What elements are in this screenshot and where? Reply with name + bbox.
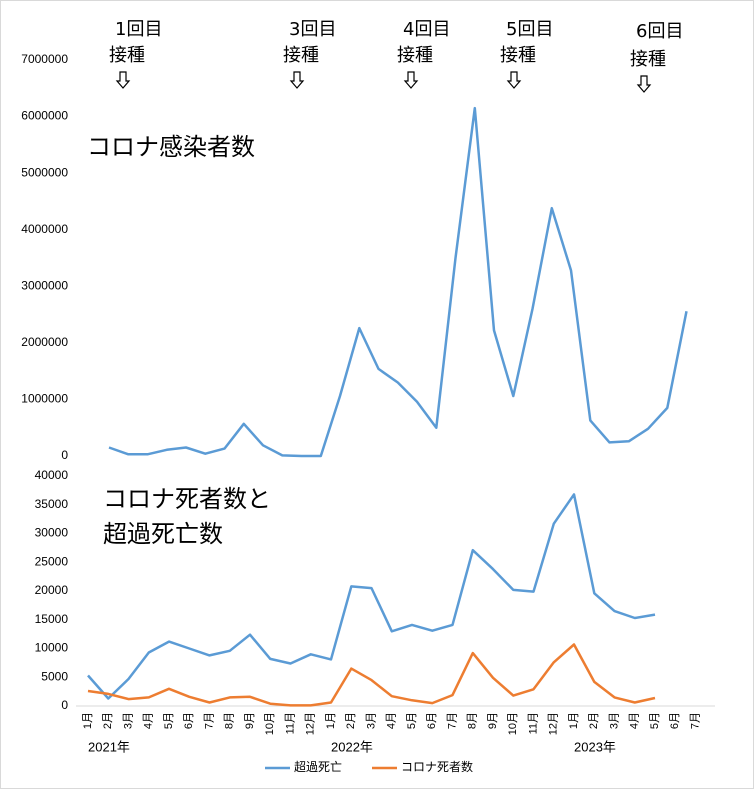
annotation: 1回目 (115, 19, 162, 40)
y-tick-label: 2000000 (21, 335, 68, 349)
arrow-icon (289, 71, 305, 89)
annotation: 3回目 (289, 19, 336, 40)
y-tick-label: 20000 (35, 583, 69, 597)
bottom-title: 超過死亡数 (103, 520, 223, 548)
y-tick-label: 5000 (41, 669, 68, 683)
y-tick-label: 35000 (35, 497, 69, 511)
x-tick-label: 7月 (446, 712, 458, 729)
bottom-title: コロナ死者数と (103, 485, 271, 513)
arrow-icon (403, 71, 419, 89)
arrow-icon (636, 75, 652, 93)
x-tick-label: 12月 (548, 712, 560, 735)
series-line (87, 493, 656, 700)
x-tick-label: 11月 (284, 712, 296, 734)
x-tick-label: 3月 (608, 712, 620, 729)
annotation: 接種 (500, 45, 536, 66)
x-tick-label: 3月 (365, 712, 377, 729)
y-tick-label: 7000000 (21, 52, 68, 66)
y-tick-label: 3000000 (21, 278, 68, 292)
annotation: 5回目 (506, 19, 553, 40)
x-tick-label: 7月 (203, 712, 215, 729)
y-tick-label: 1000000 (21, 392, 68, 406)
annotation: 6回目 (636, 21, 683, 42)
annotation: 接種 (283, 45, 319, 66)
x-tick-label: 9月 (487, 712, 499, 729)
series-line (108, 106, 688, 458)
y-tick-label: 6000000 (21, 109, 68, 123)
series-line (87, 643, 656, 707)
x-tick-label: 2月 (102, 712, 114, 729)
x-tick-label: 4月 (386, 712, 398, 729)
x-tick-label: 1月 (568, 712, 580, 729)
x-tick-label: 6月 (669, 712, 681, 729)
x-tick-label: 9月 (244, 712, 256, 729)
y-tick-label: 5000000 (21, 165, 68, 179)
x-tick-label: 8月 (224, 712, 236, 729)
x-tick-label: 5月 (649, 712, 661, 729)
x-tick-label: 3月 (122, 712, 134, 729)
year-label: 2021年 (88, 739, 130, 754)
x-tick-label: 1月 (325, 712, 337, 729)
y-tick-label: 15000 (35, 612, 69, 626)
annotation: 接種 (630, 49, 666, 70)
x-tick-label: 2月 (345, 712, 357, 729)
y-tick-label: 0 (61, 448, 68, 462)
x-tick-label: 6月 (183, 712, 195, 729)
x-tick-label: 1月 (82, 712, 94, 729)
y-tick-label: 10000 (35, 641, 69, 655)
arrow-icon (506, 71, 522, 89)
x-tick-label: 8月 (467, 712, 479, 729)
y-tick-label: 4000000 (21, 222, 68, 236)
y-tick-label: 40000 (35, 468, 69, 482)
x-tick-label: 5月 (406, 712, 418, 729)
annotation: 4回目 (403, 19, 450, 40)
y-tick-label: 0 (61, 698, 68, 712)
x-tick-label: 10月 (507, 712, 519, 735)
annotation: 接種 (109, 45, 145, 66)
legend-label: コロナ死者数 (401, 759, 473, 774)
x-tick-label: 7月 (689, 712, 701, 729)
x-tick-label: 4月 (143, 712, 155, 729)
year-label: 2023年 (574, 739, 616, 754)
y-tick-label: 30000 (35, 526, 69, 540)
x-tick-label: 10月 (264, 712, 276, 735)
x-tick-label: 11月 (527, 712, 539, 734)
arrow-icon (115, 71, 131, 89)
x-tick-label: 5月 (163, 712, 175, 729)
x-tick-label: 4月 (629, 712, 641, 729)
year-label: 2022年 (331, 739, 373, 754)
legend-label: 超過死亡 (294, 759, 342, 774)
annotation: 接種 (397, 45, 433, 66)
x-tick-label: 6月 (426, 712, 438, 729)
top-title: コロナ感染者数 (87, 133, 255, 161)
y-tick-label: 25000 (35, 554, 69, 568)
x-tick-label: 12月 (305, 712, 317, 735)
x-tick-label: 2月 (588, 712, 600, 729)
